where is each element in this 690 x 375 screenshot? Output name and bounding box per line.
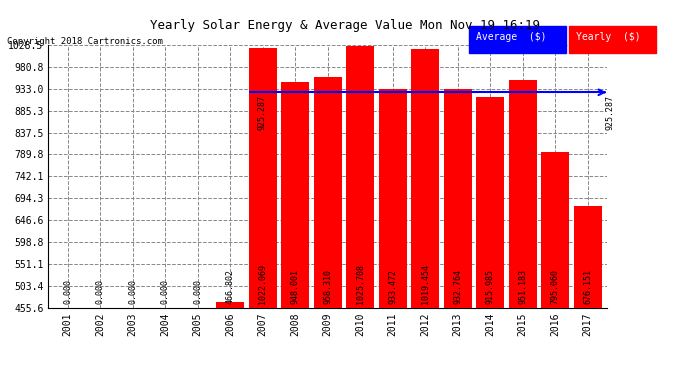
Text: Average  ($): Average ($) — [476, 33, 546, 42]
Bar — [282, 82, 309, 308]
Text: 925.287: 925.287 — [257, 94, 266, 130]
Text: 1025.708: 1025.708 — [356, 264, 365, 304]
Text: 933.472: 933.472 — [388, 269, 397, 304]
Bar — [574, 207, 602, 308]
Bar — [509, 80, 537, 308]
Bar — [217, 302, 244, 307]
Text: 0.000: 0.000 — [96, 279, 105, 304]
Text: 1019.454: 1019.454 — [421, 264, 430, 304]
Text: 951.183: 951.183 — [518, 269, 527, 304]
Bar — [379, 88, 406, 308]
Text: 0.000: 0.000 — [193, 279, 202, 304]
Text: 932.764: 932.764 — [453, 269, 462, 304]
Text: 948.001: 948.001 — [290, 269, 299, 304]
Text: 795.060: 795.060 — [551, 269, 560, 304]
Text: 925.287: 925.287 — [605, 94, 614, 130]
Text: Yearly Solar Energy & Average Value Mon Nov 19 16:19: Yearly Solar Energy & Average Value Mon … — [150, 19, 540, 32]
Bar — [476, 96, 504, 308]
Text: Yearly  ($): Yearly ($) — [576, 33, 641, 42]
Bar — [411, 49, 439, 308]
Text: 0.000: 0.000 — [161, 279, 170, 304]
Text: 466.802: 466.802 — [226, 269, 235, 304]
Bar — [314, 77, 342, 308]
Text: 0.000: 0.000 — [63, 279, 72, 304]
Text: Copyright 2018 Cartronics.com: Copyright 2018 Cartronics.com — [7, 38, 163, 46]
Bar — [542, 152, 569, 308]
Text: 958.310: 958.310 — [323, 269, 333, 304]
Bar — [249, 48, 277, 308]
Text: 915.985: 915.985 — [486, 269, 495, 304]
Bar — [444, 89, 471, 308]
Text: 0.000: 0.000 — [128, 279, 137, 304]
Text: 1022.069: 1022.069 — [258, 264, 267, 304]
Text: 676.151: 676.151 — [583, 269, 592, 304]
Bar — [346, 46, 374, 308]
